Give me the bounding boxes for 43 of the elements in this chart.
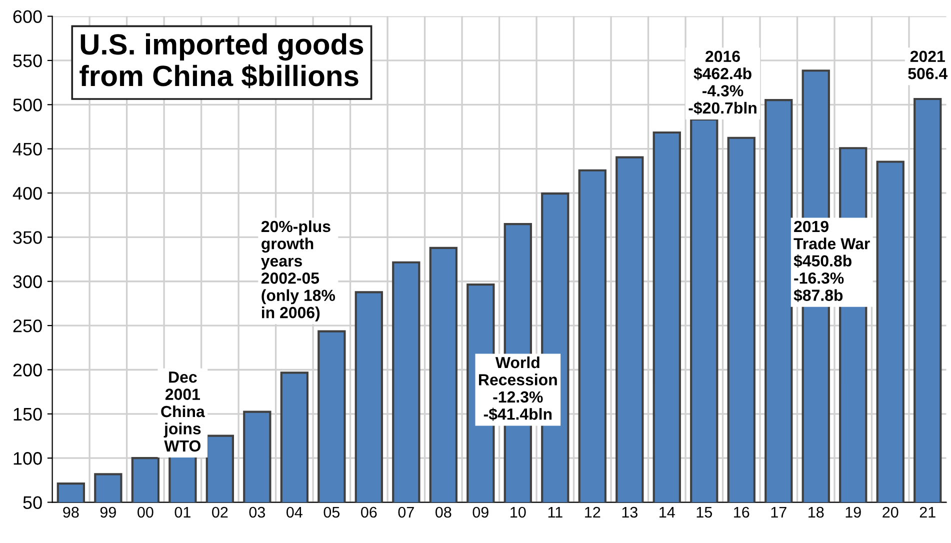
x-tick-label: 09 xyxy=(472,506,488,518)
x-tick-label: 05 xyxy=(324,506,340,518)
x-tick-label: 00 xyxy=(138,506,154,518)
x-tick-label: 13 xyxy=(622,506,638,518)
x-tick-label: 12 xyxy=(585,506,600,518)
y-tick-label: 50 xyxy=(23,496,42,509)
x-tick-label: 11 xyxy=(548,507,562,518)
x-tick-label: 15 xyxy=(696,507,712,518)
y-tick-label: 600 xyxy=(13,10,42,24)
x-tick-label: 07 xyxy=(398,506,414,518)
x-tick-label: 20 xyxy=(882,506,898,518)
annotation: 2021 506.4 xyxy=(908,50,948,80)
x-tick-label: 98 xyxy=(63,506,79,518)
x-tick-label: 04 xyxy=(286,506,302,518)
y-tick-label: 150 xyxy=(14,408,42,421)
annotation: 20%-plus growth years 2002-05 (only 18% in 2006) xyxy=(261,220,336,322)
x-tick-label: 01 xyxy=(174,506,190,518)
annotation: 2019 Trade War $450.8b -16.3% $87.8b xyxy=(794,220,870,302)
x-tick-label: 02 xyxy=(212,506,228,518)
x-tick-label: 08 xyxy=(436,506,452,518)
x-tick-label: 03 xyxy=(249,506,265,518)
y-tick-label: 100 xyxy=(14,452,42,465)
y-tick-label: 500 xyxy=(13,98,42,112)
x-tick-label: 16 xyxy=(734,506,750,518)
y-tick-label: 250 xyxy=(13,319,42,332)
x-tick-label: 06 xyxy=(361,506,377,518)
x-tick-label: 19 xyxy=(846,506,861,518)
y-tick-label: 450 xyxy=(12,142,42,156)
x-tick-label: 17 xyxy=(771,507,786,518)
x-tick-label: 10 xyxy=(510,506,526,518)
x-tick-label: 18 xyxy=(808,506,824,518)
text: U.S. imported goods from China $billions xyxy=(80,33,364,88)
x-tick-label: 21 xyxy=(920,506,936,518)
y-tick-label: 200 xyxy=(13,364,42,376)
y-tick-label: 350 xyxy=(13,231,42,244)
y-tick-label: 550 xyxy=(13,54,42,68)
x-tick-label: 99 xyxy=(100,506,116,518)
x-tick-label: 14 xyxy=(660,507,675,518)
annotation: Dec 2001 China joins WTO xyxy=(161,372,205,452)
annotation: World Recession -12.3% -$41.4bln xyxy=(479,356,557,421)
y-tick-label: 300 xyxy=(13,275,42,288)
y-tick-label: 400 xyxy=(12,186,42,200)
annotation: 2016 $462.4b -4.3% -$20.7bln xyxy=(688,50,756,115)
